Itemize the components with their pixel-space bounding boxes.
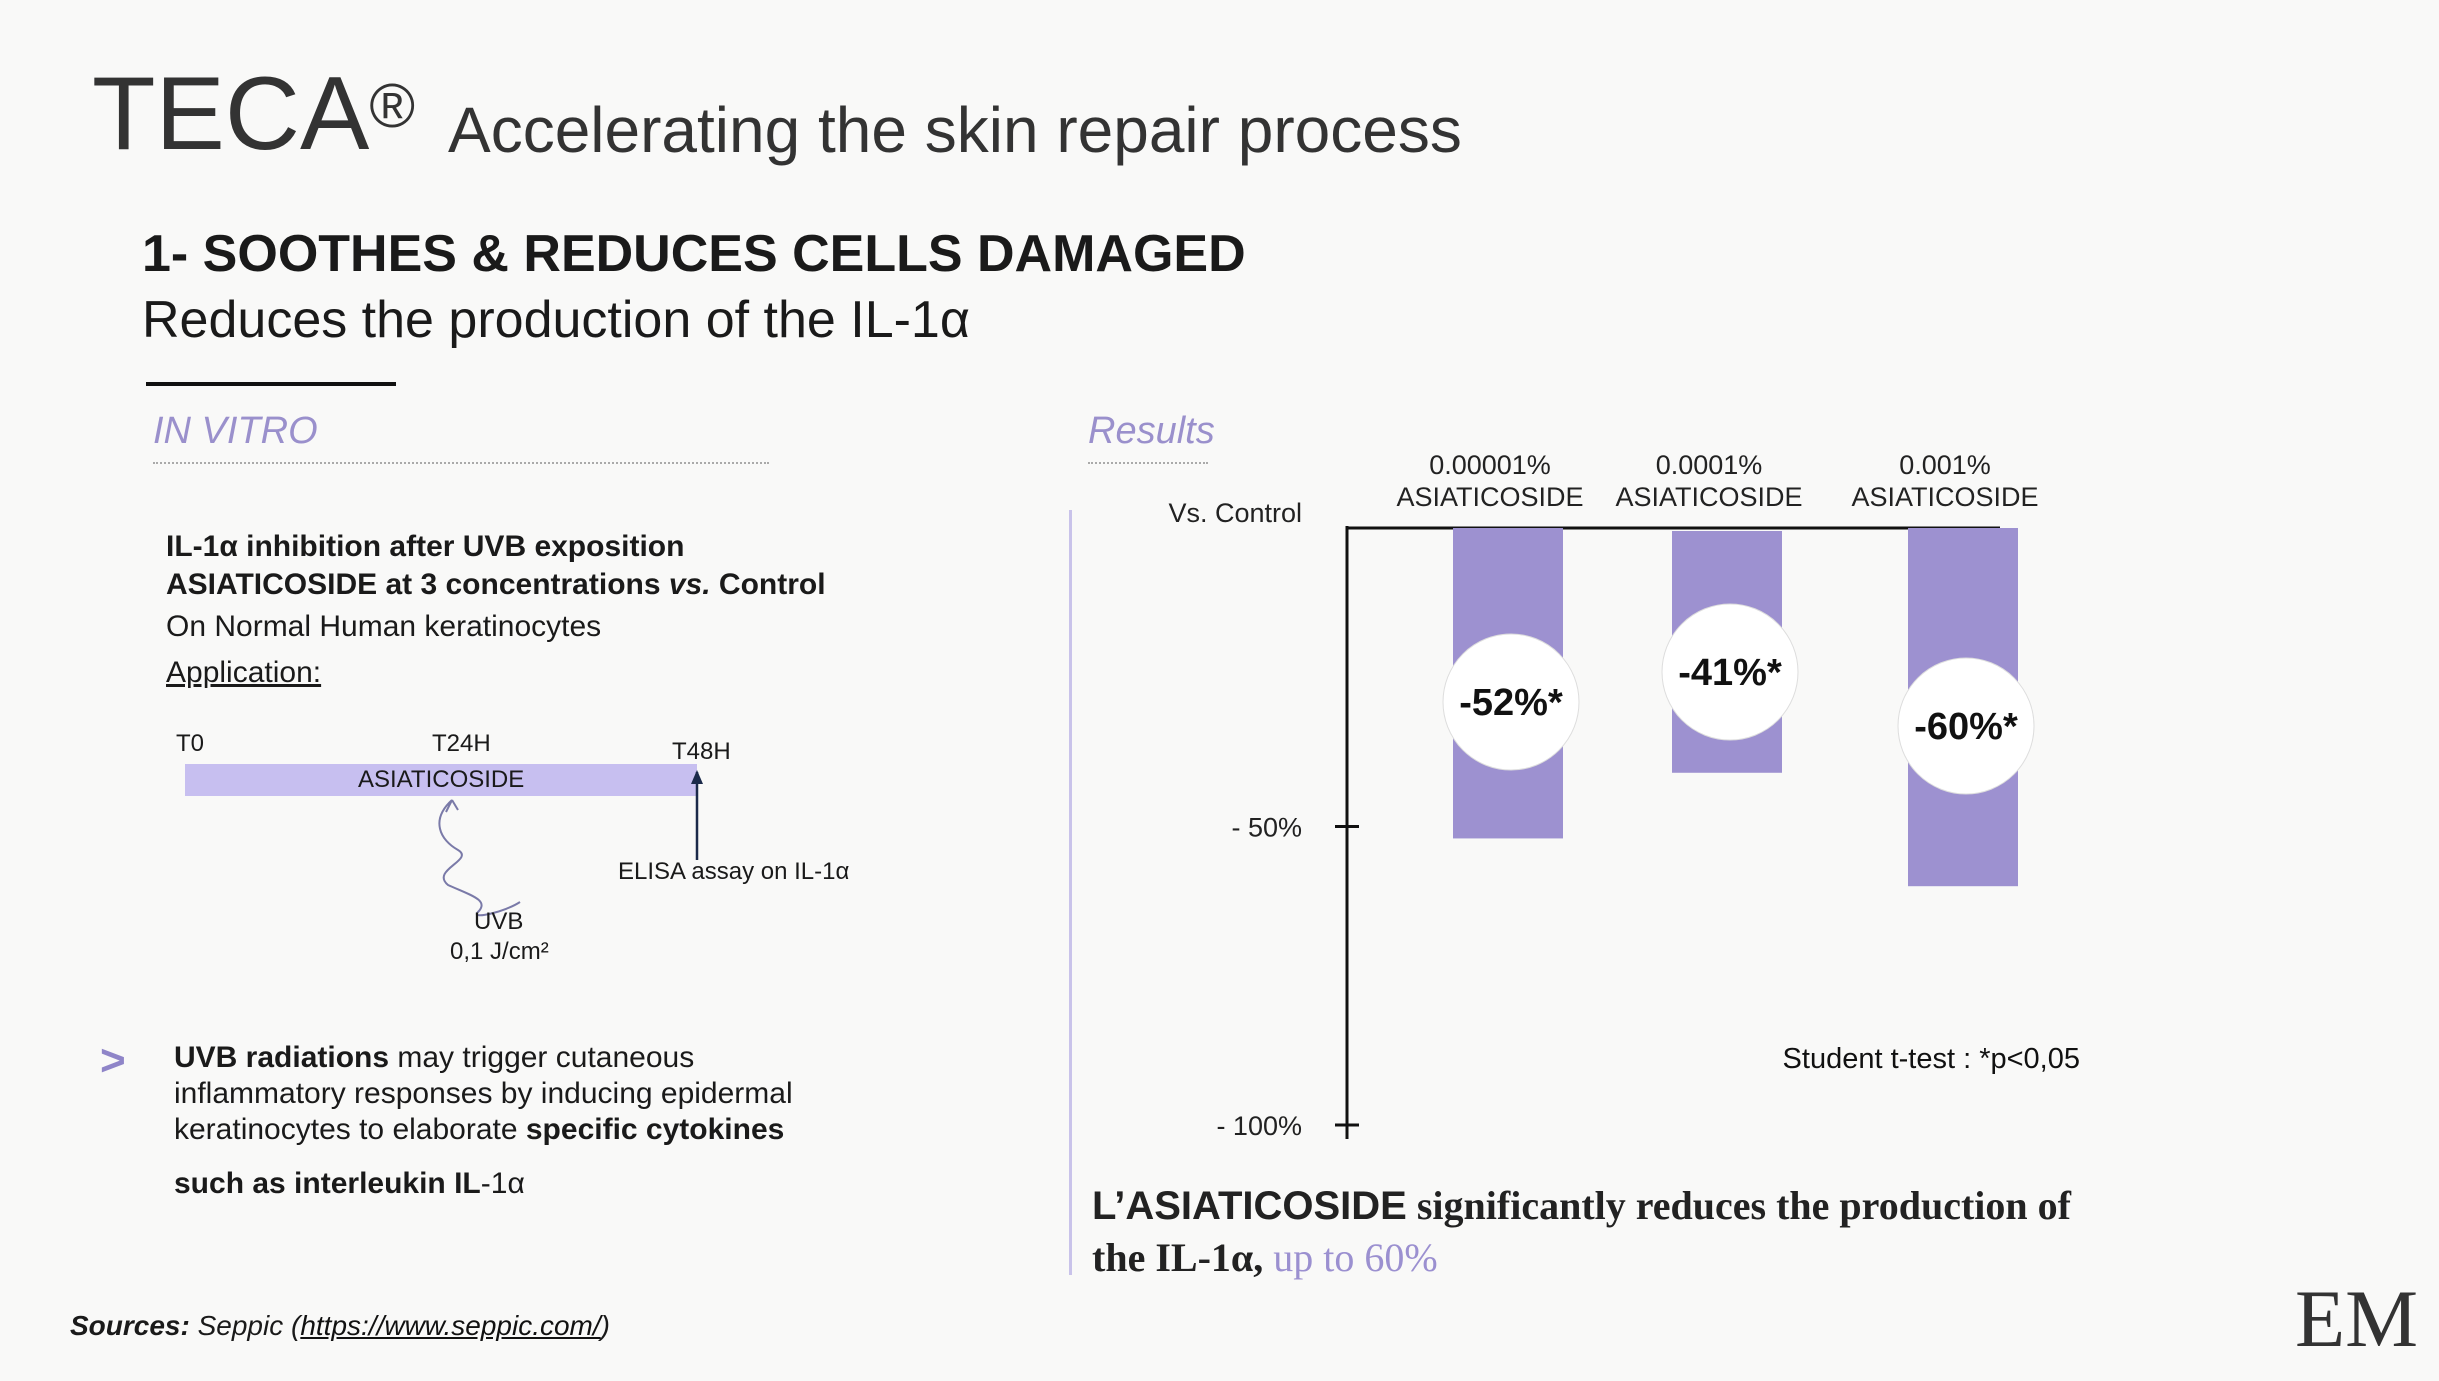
bullet-arrow-icon: > bbox=[100, 1036, 126, 1085]
sources-link[interactable]: https://www.seppic.com/ bbox=[300, 1310, 601, 1341]
in-vitro-divider bbox=[153, 462, 769, 464]
results-divider bbox=[1088, 462, 1208, 464]
brand-name: TECA bbox=[92, 56, 370, 172]
section-title: 1- SOOTHES & REDUCES CELLS DAMAGED bbox=[142, 225, 1246, 283]
uvb-label: UVB bbox=[474, 908, 524, 935]
uvb-wave-icon bbox=[438, 799, 521, 917]
elisa-arrowhead-icon bbox=[691, 770, 703, 784]
data-label: -52%* bbox=[1459, 682, 1563, 724]
study-line-1: IL-1α inhibition after UVB exposition bbox=[166, 530, 685, 563]
timeline-t0: T0 bbox=[176, 730, 205, 757]
conclusion-highlight: up to 60% bbox=[1273, 1235, 1438, 1280]
category-label: 0.001% bbox=[1899, 450, 1991, 480]
data-label: -60%* bbox=[1914, 706, 2018, 748]
category-label: ASIATICOSIDE bbox=[1615, 482, 1802, 512]
page-subtitle: Accelerating the skin repair process bbox=[448, 94, 1462, 166]
timeline-bar bbox=[185, 764, 697, 796]
brand-title: TECA® bbox=[92, 62, 415, 166]
logo: EM bbox=[2295, 1273, 2418, 1364]
data-label: -41%* bbox=[1678, 652, 1782, 694]
conclusion-text: L’ASIATICOSIDE significantly reduces the… bbox=[1092, 1180, 2071, 1283]
y-tick-label: - 100% bbox=[1216, 1111, 1302, 1141]
title-underline bbox=[146, 382, 396, 386]
conclusion-line-1: L’ASIATICOSIDE significantly reduces the… bbox=[1092, 1183, 2071, 1228]
bullet-paragraph-2: such as interleukin IL-1α bbox=[174, 1167, 525, 1200]
study-line-2: ASIATICOSIDE at 3 concentrations vs. Con… bbox=[166, 568, 826, 601]
category-label: 0.00001% bbox=[1429, 450, 1551, 480]
results-tag: Results bbox=[1088, 410, 1215, 452]
conclusion-line-2: the IL-1α, up to 60% bbox=[1092, 1235, 1438, 1280]
registered-mark: ® bbox=[369, 72, 416, 141]
category-label: 0.0001% bbox=[1656, 450, 1763, 480]
data-label-badge bbox=[1661, 603, 1799, 741]
sources: Sources: Seppic (https://www.seppic.com/… bbox=[70, 1310, 610, 1341]
column-divider bbox=[1069, 510, 1072, 1275]
timeline-bar-label: ASIATICOSIDE bbox=[358, 766, 525, 793]
bullet-text: UVB radiations may trigger cutaneous inf… bbox=[174, 1040, 854, 1202]
study-description: IL-1α inhibition after UVB exposition AS… bbox=[166, 528, 826, 604]
data-label-badge bbox=[1897, 657, 2035, 795]
stats-note: Student t-test : *p<0,05 bbox=[1783, 1043, 2080, 1075]
category-label: ASIATICOSIDE bbox=[1851, 482, 2038, 512]
data-label-badge bbox=[1442, 633, 1580, 771]
section-subtitle: Reduces the production of the IL-1α bbox=[142, 291, 970, 349]
uvb-dose-label: 0,1 J/cm² bbox=[450, 938, 549, 965]
timeline-t24: T24H bbox=[432, 730, 491, 757]
application-label: Application: bbox=[166, 656, 322, 689]
study-cells: On Normal Human keratinocytes bbox=[166, 610, 602, 643]
y-axis-label: Vs. Control bbox=[1168, 498, 1302, 528]
category-label: ASIATICOSIDE bbox=[1396, 482, 1583, 512]
timeline-t48: T48H bbox=[672, 738, 731, 765]
in-vitro-tag: IN VITRO bbox=[153, 410, 318, 452]
y-tick-label: - 50% bbox=[1231, 813, 1302, 843]
bullet-paragraph-1: UVB radiations may trigger cutaneous inf… bbox=[174, 1041, 793, 1146]
elisa-label: ELISA assay on IL-1α bbox=[618, 858, 850, 885]
